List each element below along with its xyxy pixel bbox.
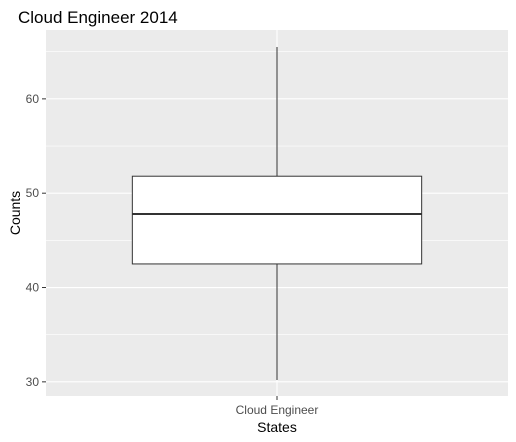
y-tick-label: 60 <box>26 92 40 106</box>
boxes-layer <box>131 46 423 380</box>
chart-title: Cloud Engineer 2014 <box>18 8 178 27</box>
y-axis-label: Counts <box>7 191 23 235</box>
y-tick-label: 50 <box>26 186 40 200</box>
y-tick-label: 30 <box>26 375 40 389</box>
y-axis-ticks: 30 40 50 60 <box>26 92 46 389</box>
x-tick-label: Cloud Engineer <box>236 403 319 417</box>
x-axis-label: States <box>257 419 297 435</box>
y-tick-label: 40 <box>26 281 40 295</box>
x-axis-ticks: Cloud Engineer <box>236 396 319 417</box>
iqr-box <box>131 175 423 265</box>
